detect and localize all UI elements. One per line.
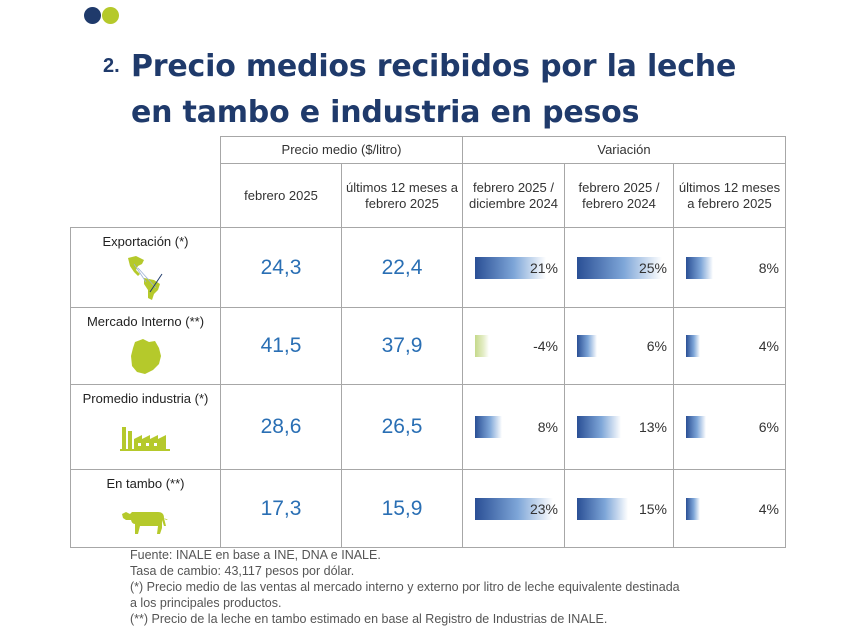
factory-icon (119, 427, 170, 451)
col-header-feb: febrero 2025 (220, 163, 342, 228)
col-header-last12: últimos 12 meses a febrero 2025 (341, 163, 463, 228)
variation-cell: 4% (673, 307, 786, 385)
variation-label: -4% (533, 338, 558, 354)
lime-dot-icon (102, 7, 119, 24)
feb-value: 41,5 (220, 307, 342, 385)
feb-value: 28,6 (220, 384, 342, 470)
uruguay-map-icon (130, 339, 161, 374)
variation-cell: -4% (462, 307, 565, 385)
col-header-var-feb: febrero 2025 / febrero 2024 (564, 163, 674, 228)
last12-value: 15,9 (341, 469, 463, 548)
section-number: 2. (103, 55, 120, 77)
row-label: Mercado Interno (**) (86, 314, 205, 329)
variation-cell: 23% (462, 469, 565, 548)
variation-cell: 6% (673, 384, 786, 470)
variation-bar (475, 335, 489, 357)
variation-bar (577, 416, 622, 438)
footnote-double-asterisk: (**) Precio de la leche en tambo estimad… (130, 612, 608, 626)
variation-cell: 13% (564, 384, 674, 470)
table-row: En tambo (**) 17,3 15,9 23% 15% 4% (70, 469, 786, 548)
exchange-rate-note: Tasa de cambio: 43,117 pesos por dólar. (130, 564, 355, 578)
last12-value: 26,5 (341, 384, 463, 470)
variation-label: 13% (638, 419, 667, 435)
variation-group-header: Variación (462, 136, 786, 164)
source-note: Fuente: INALE en base a INE, DNA e INALE… (130, 548, 381, 562)
cow-icon (121, 512, 168, 534)
col-header-var-12m: últimos 12 meses a febrero 2025 (673, 163, 786, 228)
variation-bar (577, 256, 662, 279)
row-label-cell: Exportación (*) (70, 227, 221, 308)
variation-cell: 6% (564, 307, 674, 385)
variation-bar (475, 256, 547, 279)
price-table: Precio medio ($/litro) Variación febrero… (70, 136, 786, 548)
variation-cell: 15% (564, 469, 674, 548)
row-label: Promedio industria (*) (82, 391, 209, 406)
col-header-var-dec: febrero 2025 / diciembre 2024 (462, 163, 565, 228)
footnotes: Fuente: INALE en base a INE, DNA e INALE… (130, 547, 680, 627)
variation-label: 23% (529, 500, 558, 517)
last12-value: 37,9 (341, 307, 463, 385)
variation-label: 8% (537, 419, 558, 435)
price-group-header: Precio medio ($/litro) (220, 136, 463, 164)
variation-cell: 4% (673, 469, 786, 548)
table-row: Promedio industria (*) 28,6 26,5 8% 13% … (70, 384, 786, 470)
feb-value: 17,3 (220, 469, 342, 548)
navy-dot-icon (84, 7, 101, 24)
variation-label: 15% (638, 500, 667, 517)
variation-label: 25% (638, 259, 667, 276)
page-title: Precio medios recibidos por la leche en … (131, 49, 737, 130)
row-label: Exportación (*) (102, 234, 189, 249)
variation-label: 4% (758, 338, 779, 354)
variation-cell: 25% (564, 227, 674, 308)
variation-bar (686, 256, 714, 279)
table-row: Exportación (*) 24,3 22,4 21% 25% 8% (70, 227, 786, 308)
table-row: Mercado Interno (**) 41,5 37,9 -4% 6% 4% (70, 307, 786, 385)
variation-bar (686, 335, 700, 357)
footnote-single-asterisk: (*) Precio medio de las ventas al mercad… (130, 580, 680, 594)
variation-bar (475, 497, 554, 520)
variation-cell: 8% (673, 227, 786, 308)
row-label: En tambo (**) (106, 476, 185, 491)
variation-bar (686, 497, 700, 520)
variation-label: 4% (758, 500, 779, 517)
variation-label: 8% (758, 259, 779, 276)
last12-value: 22,4 (341, 227, 463, 308)
header-corner (70, 136, 221, 228)
variation-bar (686, 416, 707, 438)
row-label-cell: En tambo (**) (70, 469, 221, 548)
variation-bar (475, 416, 503, 438)
row-label-cell: Mercado Interno (**) (70, 307, 221, 385)
variation-bar (577, 497, 628, 520)
variation-cell: 21% (462, 227, 565, 308)
variation-bar (577, 335, 598, 357)
variation-label: 6% (758, 419, 779, 435)
americas-map-icon (127, 256, 162, 300)
feb-value: 24,3 (220, 227, 342, 308)
variation-label: 21% (529, 259, 558, 276)
footnote-single-asterisk-cont: a los principales productos. (130, 596, 282, 610)
row-label-cell: Promedio industria (*) (70, 384, 221, 470)
variation-label: 6% (646, 338, 667, 354)
variation-cell: 8% (462, 384, 565, 470)
